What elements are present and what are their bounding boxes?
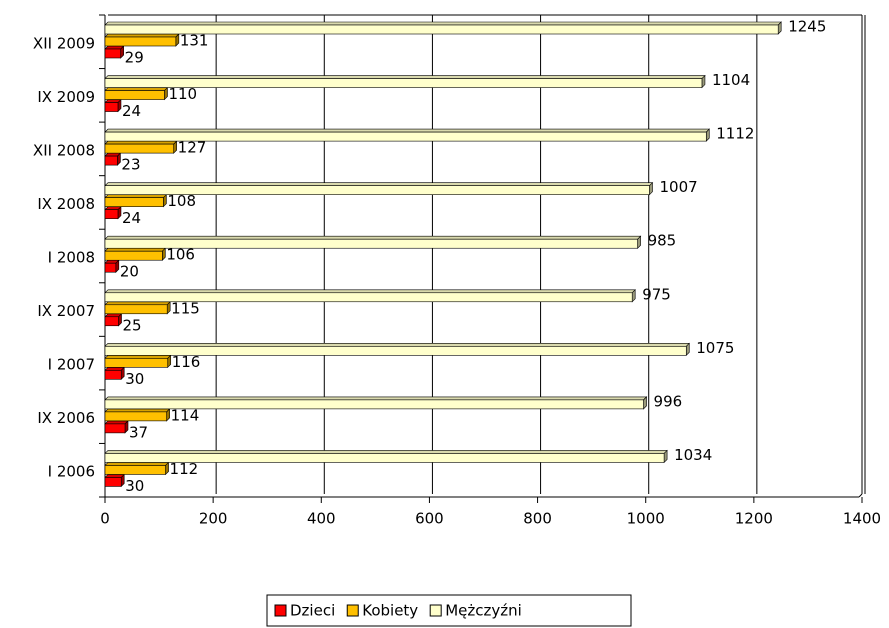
y-tick-label: IX 2008 (37, 195, 95, 213)
data-label: 37 (129, 423, 148, 441)
bar (104, 185, 650, 195)
legend-label: Kobiety (362, 602, 418, 620)
y-tick-label: XII 2008 (33, 141, 95, 159)
bar (104, 131, 707, 142)
bar-top (104, 247, 167, 252)
bar-top (104, 33, 180, 38)
data-label: 24 (122, 209, 141, 227)
bar-top (104, 396, 648, 401)
bar-top (104, 182, 654, 186)
x-tick-label: 0 (100, 510, 110, 528)
y-tick-label: IX 2007 (37, 302, 95, 320)
data-label: 975 (642, 285, 671, 303)
bar-top (104, 289, 636, 294)
legend-box (266, 594, 632, 627)
bar (104, 197, 164, 207)
bar (104, 465, 166, 475)
bar (104, 102, 119, 112)
y-tick-label: IX 2006 (37, 409, 95, 427)
data-label: 1104 (712, 71, 750, 89)
data-label: 108 (167, 192, 196, 210)
bar-top (104, 355, 172, 359)
data-label: 116 (172, 353, 201, 371)
y-tick-label: I 2007 (48, 356, 95, 374)
bar-top (104, 301, 171, 306)
bar-top (104, 75, 706, 79)
bar (104, 399, 644, 410)
legend-swatch (274, 604, 287, 617)
data-label: 30 (125, 477, 144, 495)
bar (104, 143, 174, 154)
data-label: 114 (171, 406, 200, 424)
bar-top (104, 194, 168, 198)
bar (104, 238, 638, 249)
data-label: 1034 (674, 446, 712, 464)
data-label: 127 (178, 139, 207, 157)
bar-top (104, 408, 171, 413)
bar-top (104, 450, 668, 454)
bar (104, 453, 665, 463)
bar-top (104, 420, 129, 425)
y-tick-label: XII 2009 (33, 34, 95, 52)
x-tick-label: 600 (415, 510, 444, 528)
bar-top (104, 235, 642, 240)
bar-top (104, 128, 710, 133)
bar (104, 358, 169, 368)
y-tick-label: I 2006 (48, 463, 95, 481)
x-tick-label: 400 (307, 510, 336, 528)
data-label: 996 (654, 392, 683, 410)
bar (104, 155, 118, 166)
bar (104, 411, 167, 422)
bar-top (104, 343, 690, 347)
legend-label: Dzieci (290, 602, 335, 620)
data-label: 30 (125, 370, 144, 388)
x-tick-label: 800 (523, 510, 552, 528)
data-label: 1112 (716, 125, 754, 143)
bar-top (104, 21, 782, 26)
bar (104, 209, 119, 219)
bar (104, 90, 165, 100)
x-tick-label: 1400 (843, 510, 881, 528)
bar (104, 48, 121, 59)
x-tick-label: 200 (199, 510, 228, 528)
bar (104, 370, 122, 380)
y-tick-label: IX 2009 (37, 88, 95, 106)
data-label: 29 (125, 49, 144, 67)
bar-top (104, 140, 178, 145)
bar (104, 36, 177, 47)
data-label: 112 (170, 460, 199, 478)
bar (104, 292, 633, 303)
data-label: 20 (120, 263, 139, 281)
bar (104, 316, 119, 327)
legend-label: Mężczyźni (445, 602, 522, 620)
data-label: 1075 (696, 339, 734, 357)
x-tick-label: 1000 (627, 510, 665, 528)
y-tick-label: I 2008 (48, 249, 95, 267)
plot-right-floor (858, 493, 863, 498)
x-tick-label: 1200 (735, 510, 773, 528)
bar (104, 250, 163, 261)
bar (104, 262, 117, 273)
data-label: 985 (648, 232, 677, 250)
bar (104, 78, 703, 88)
data-label: 110 (168, 85, 197, 103)
bar (104, 24, 779, 35)
data-label: 25 (123, 316, 142, 334)
legend-swatch (346, 604, 359, 617)
data-label: 131 (180, 32, 209, 50)
data-label: 1007 (659, 178, 697, 196)
data-label: 1245 (788, 18, 826, 36)
data-label: 115 (171, 299, 200, 317)
bar (104, 304, 168, 315)
legend-swatch (429, 604, 442, 617)
bar-top (104, 462, 170, 466)
data-label: 24 (122, 102, 141, 120)
bar (104, 423, 126, 434)
data-label: 106 (166, 246, 195, 264)
bar-top (104, 87, 169, 91)
data-label: 23 (121, 156, 140, 174)
bar (104, 346, 687, 356)
bar (104, 477, 122, 487)
